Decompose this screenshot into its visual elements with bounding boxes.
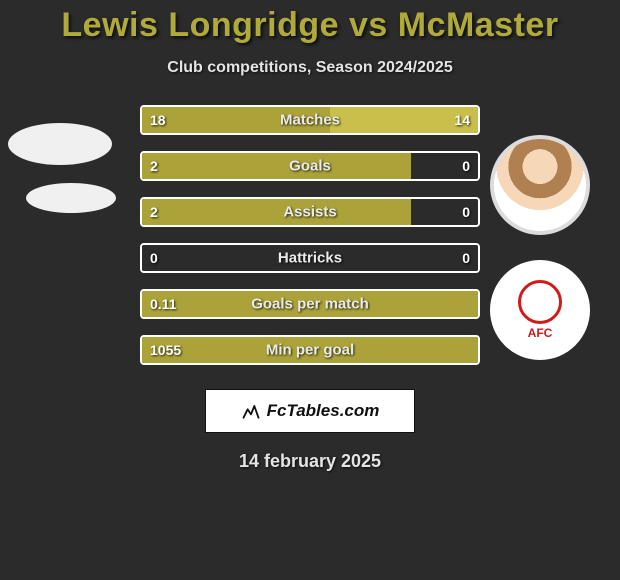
stat-row: Matches1814 [140, 105, 480, 135]
comparison-card: Lewis Longridge vs McMaster Club competi… [0, 0, 620, 580]
club-crest-icon [518, 280, 562, 324]
page-title: Lewis Longridge vs McMaster [0, 6, 620, 45]
stat-bar-track [140, 243, 480, 273]
stat-bar-track [140, 151, 480, 181]
player-right-avatar [490, 135, 590, 235]
brand-logo-icon [241, 401, 261, 421]
date-label: 14 february 2025 [0, 451, 620, 472]
club-right-label: AFC [528, 326, 553, 340]
stat-bar-left [142, 107, 330, 133]
stat-bar-right [330, 107, 478, 133]
stat-row: Goals per match0.11 [140, 289, 480, 319]
stat-row: Goals20 [140, 151, 480, 181]
stat-bar-left [142, 153, 411, 179]
stat-bar-track [140, 289, 480, 319]
club-left-logo [26, 183, 116, 213]
stat-bar-track [140, 335, 480, 365]
player-left-avatar [8, 123, 112, 165]
stat-bars: Matches1814 Goals20 Assists20 Hattricks00 Go… [140, 105, 480, 381]
stat-bar-left [142, 337, 478, 363]
stat-row: Min per goal1055 [140, 335, 480, 365]
brand-badge[interactable]: FcTables.com [205, 389, 415, 433]
stat-row: Assists20 [140, 197, 480, 227]
stat-bar-gap [142, 245, 478, 271]
subtitle: Club competitions, Season 2024/2025 [0, 59, 620, 77]
stat-bar-gap [411, 199, 478, 225]
stat-bar-left [142, 199, 411, 225]
brand-text: FcTables.com [267, 401, 380, 421]
stat-bar-left [142, 291, 478, 317]
club-right-logo: AFC [490, 260, 590, 360]
stat-row: Hattricks00 [140, 243, 480, 273]
stat-bar-track [140, 197, 480, 227]
stats-area: AFC Matches1814 Goals20 Assists20 Hattricks… [0, 105, 620, 385]
stat-bar-gap [411, 153, 478, 179]
stat-bar-track [140, 105, 480, 135]
